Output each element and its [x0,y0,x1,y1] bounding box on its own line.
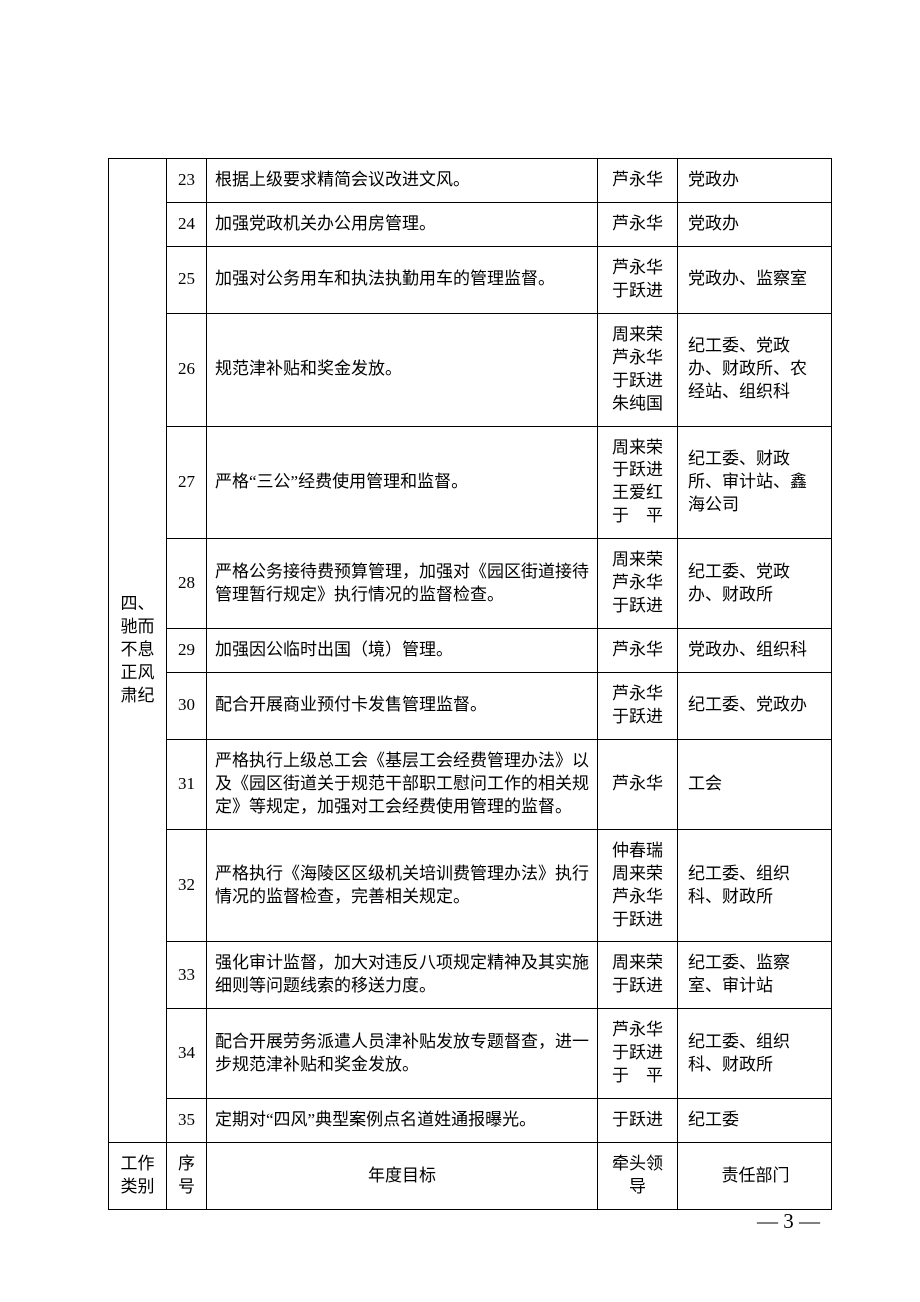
table-row: 26规范津补贴和奖金发放。周来荣 芦永华 于跃进 朱纯国纪工委、党政办、财政所、… [109,313,832,426]
lead-cell: 周来荣 于跃进 [598,942,678,1009]
goal-cell: 严格“三公”经费使用管理和监督。 [207,426,598,539]
row-number: 27 [167,426,207,539]
lead-cell: 周来荣 于跃进 王爱红 于 平 [598,426,678,539]
table-header-row: 工作类别序号年度目标牵头领导责任部门 [109,1143,832,1210]
dept-cell: 纪工委、财政所、审计站、鑫海公司 [678,426,832,539]
table-row: 30配合开展商业预付卡发售管理监督。芦永华 于跃进纪工委、党政办 [109,673,832,740]
row-number: 25 [167,246,207,313]
table-row: 25加强对公务用车和执法执勤用车的管理监督。芦永华 于跃进党政办、监察室 [109,246,832,313]
row-number: 29 [167,629,207,673]
row-number: 26 [167,313,207,426]
lead-cell: 芦永华 于跃进 于 平 [598,1009,678,1099]
row-number: 23 [167,159,207,203]
lead-cell: 芦永华 于跃进 [598,246,678,313]
lead-cell: 周来荣 芦永华 于跃进 [598,539,678,629]
row-number: 33 [167,942,207,1009]
dept-cell: 党政办 [678,202,832,246]
lead-cell: 芦永华 [598,159,678,203]
lead-cell: 于跃进 [598,1099,678,1143]
table-row: 29加强因公临时出国（境）管理。芦永华党政办、组织科 [109,629,832,673]
goal-cell: 加强党政机关办公用房管理。 [207,202,598,246]
table-row: 31严格执行上级总工会《基层工会经费管理办法》以及《园区街道关于规范干部职工慰问… [109,739,832,829]
header-lead: 牵头领导 [598,1143,678,1210]
page-number: — 3 — [757,1209,820,1234]
goal-cell: 强化审计监督，加大对违反八项规定精神及其实施细则等问题线索的移送力度。 [207,942,598,1009]
goal-cell: 加强因公临时出国（境）管理。 [207,629,598,673]
goal-cell: 严格公务接待费预算管理，加强对《园区街道接待管理暂行规定》执行情况的监督检查。 [207,539,598,629]
lead-cell: 周来荣 芦永华 于跃进 朱纯国 [598,313,678,426]
document-page: 四、驰而不息正风肃纪23根据上级要求精简会议改进文风。芦永华党政办24加强党政机… [0,0,920,1302]
row-number: 32 [167,829,207,942]
dept-cell: 党政办、监察室 [678,246,832,313]
table-row: 四、驰而不息正风肃纪23根据上级要求精简会议改进文风。芦永华党政办 [109,159,832,203]
row-number: 31 [167,739,207,829]
goal-cell: 配合开展劳务派遣人员津补贴发放专题督查，进一步规范津补贴和奖金发放。 [207,1009,598,1099]
lead-cell: 芦永华 [598,739,678,829]
dept-cell: 党政办 [678,159,832,203]
dept-cell: 纪工委、组织科、财政所 [678,1009,832,1099]
lead-cell: 仲春瑞 周来荣 芦永华 于跃进 [598,829,678,942]
dept-cell: 党政办、组织科 [678,629,832,673]
goal-cell: 严格执行上级总工会《基层工会经费管理办法》以及《园区街道关于规范干部职工慰问工作… [207,739,598,829]
row-number: 34 [167,1009,207,1099]
row-number: 24 [167,202,207,246]
goal-cell: 根据上级要求精简会议改进文风。 [207,159,598,203]
dept-cell: 纪工委、组织科、财政所 [678,829,832,942]
header-dept: 责任部门 [678,1143,832,1210]
dept-cell: 纪工委、党政办 [678,673,832,740]
goal-cell: 严格执行《海陵区区级机关培训费管理办法》执行情况的监督检查，完善相关规定。 [207,829,598,942]
dept-cell: 纪工委、监察室、审计站 [678,942,832,1009]
table-row: 28严格公务接待费预算管理，加强对《园区街道接待管理暂行规定》执行情况的监督检查… [109,539,832,629]
dept-cell: 工会 [678,739,832,829]
table-row: 33强化审计监督，加大对违反八项规定精神及其实施细则等问题线索的移送力度。周来荣… [109,942,832,1009]
table-row: 35定期对“四风”典型案例点名道姓通报曝光。于跃进纪工委 [109,1099,832,1143]
row-number: 35 [167,1099,207,1143]
lead-cell: 芦永华 于跃进 [598,673,678,740]
goal-cell: 加强对公务用车和执法执勤用车的管理监督。 [207,246,598,313]
header-goal: 年度目标 [207,1143,598,1210]
work-plan-table: 四、驰而不息正风肃纪23根据上级要求精简会议改进文风。芦永华党政办24加强党政机… [108,158,832,1210]
table-row: 32严格执行《海陵区区级机关培训费管理办法》执行情况的监督检查，完善相关规定。仲… [109,829,832,942]
lead-cell: 芦永华 [598,202,678,246]
goal-cell: 定期对“四风”典型案例点名道姓通报曝光。 [207,1099,598,1143]
header-category: 工作类别 [109,1143,167,1210]
table-row: 27严格“三公”经费使用管理和监督。周来荣 于跃进 王爱红 于 平纪工委、财政所… [109,426,832,539]
dept-cell: 纪工委 [678,1099,832,1143]
row-number: 30 [167,673,207,740]
goal-cell: 规范津补贴和奖金发放。 [207,313,598,426]
table-row: 24加强党政机关办公用房管理。芦永华党政办 [109,202,832,246]
table-row: 34配合开展劳务派遣人员津补贴发放专题督查，进一步规范津补贴和奖金发放。芦永华 … [109,1009,832,1099]
dept-cell: 纪工委、党政办、财政所 [678,539,832,629]
lead-cell: 芦永华 [598,629,678,673]
category-cell: 四、驰而不息正风肃纪 [109,159,167,1143]
dept-cell: 纪工委、党政办、财政所、农经站、组织科 [678,313,832,426]
header-number: 序号 [167,1143,207,1210]
goal-cell: 配合开展商业预付卡发售管理监督。 [207,673,598,740]
row-number: 28 [167,539,207,629]
